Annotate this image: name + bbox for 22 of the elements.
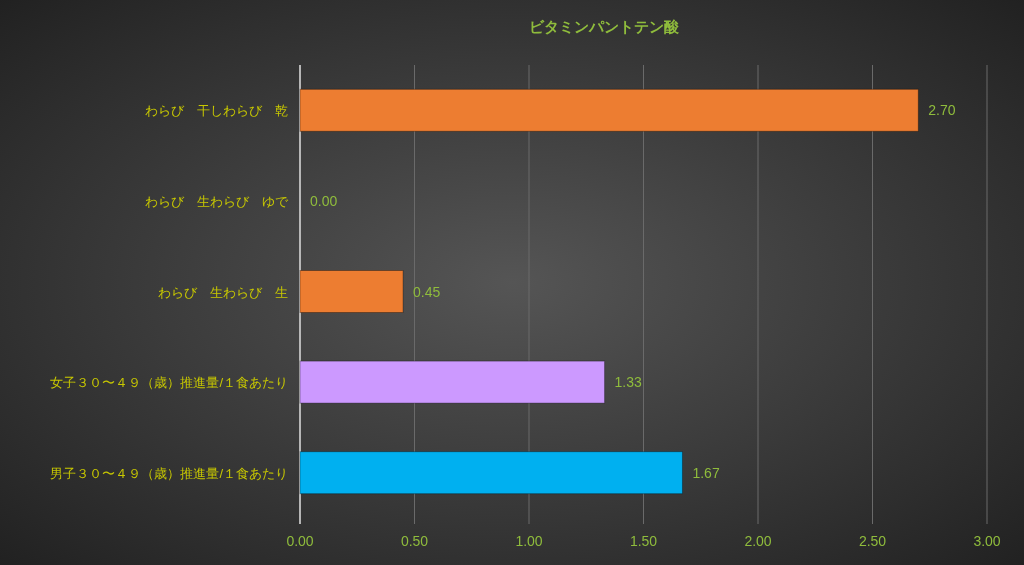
data-label: 2.70 xyxy=(928,102,956,119)
y-tick-label: わらび 干しわらび 乾 xyxy=(145,103,288,119)
x-tick-label: 2.00 xyxy=(744,533,772,549)
data-label: 0.00 xyxy=(310,192,338,209)
y-tick-label: わらび 生わらび ゆで xyxy=(145,193,289,209)
y-tick-label: わらび 生わらび 生 xyxy=(158,284,288,300)
x-tick-label: 1.50 xyxy=(629,533,658,549)
bar xyxy=(299,270,404,313)
x-tick-label: 3.00 xyxy=(973,533,1001,549)
data-label: 1.67 xyxy=(692,464,720,481)
data-label: 1.33 xyxy=(614,374,643,391)
bar xyxy=(299,360,606,404)
y-tick-label: 女子３０〜４９（歳）推進量/１食あたり xyxy=(50,375,288,391)
chart-title: ビタミンパントテン酸 xyxy=(528,18,680,35)
bar xyxy=(299,451,683,495)
x-tick-label: 0.00 xyxy=(286,533,314,549)
x-tick-label: 0.50 xyxy=(400,533,429,549)
x-tick-label: 1.00 xyxy=(515,533,543,549)
x-tick-label: 2.50 xyxy=(858,533,887,549)
y-tick-label: 男子３０〜４９（歳）推進量/１食あたり xyxy=(50,465,288,481)
data-label: 0.45 xyxy=(413,283,441,300)
bar xyxy=(299,88,919,132)
